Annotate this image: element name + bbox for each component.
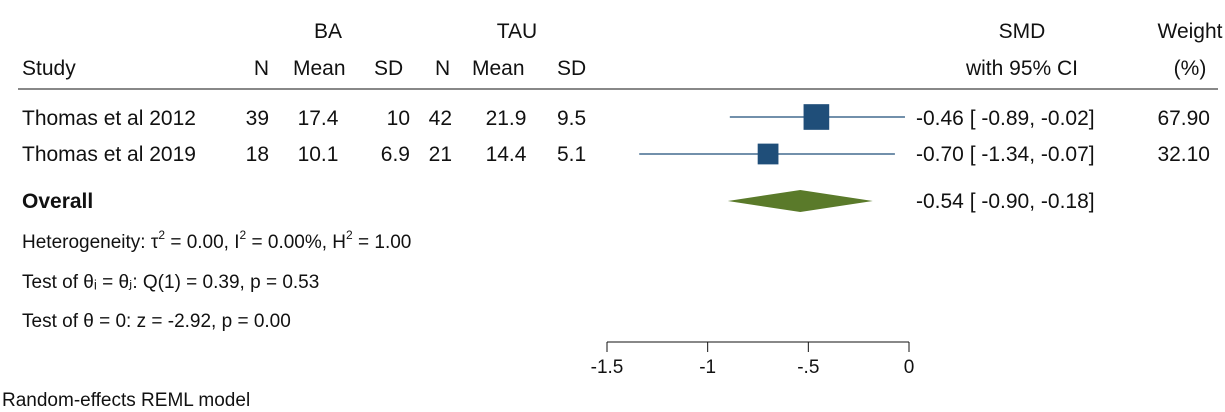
i-squared-sup: 2 bbox=[240, 228, 247, 242]
header-group-tau: TAU bbox=[497, 20, 537, 43]
model-note: Random-effects REML model bbox=[2, 390, 250, 411]
heterogeneity-i-rest: = 0.00%, H bbox=[246, 232, 346, 253]
header-sd-ba: SD bbox=[374, 57, 403, 80]
header-mean-ba: Mean bbox=[293, 57, 346, 80]
header-group-ba: BA bbox=[314, 20, 342, 43]
header-sd-tau: SD bbox=[557, 57, 586, 80]
header-n-ba: N bbox=[254, 57, 269, 80]
study-sd-ba-2: 6.9 bbox=[381, 143, 410, 166]
study-weight-2: 32.10 bbox=[1157, 143, 1210, 166]
header-weight-unit: (%) bbox=[1174, 57, 1207, 80]
study-ci-text-1: -0.46 [ -0.89, -0.02] bbox=[916, 107, 1095, 130]
x-tick-label-3: -.5 bbox=[797, 357, 819, 378]
x-tick-label-2: -1 bbox=[699, 357, 716, 378]
study-name-1: Thomas et al 2012 bbox=[22, 107, 196, 130]
header-study: Study bbox=[22, 57, 76, 80]
tau-squared-sup: 2 bbox=[158, 228, 165, 242]
study-mean-tau-1: 21.9 bbox=[486, 107, 527, 130]
study-mean-ba-1: 17.4 bbox=[298, 107, 339, 130]
study-ci-text-2: -0.70 [ -1.34, -0.07] bbox=[916, 143, 1095, 166]
overall-diamond bbox=[727, 190, 873, 212]
test-effect: Test of θ = 0: z = -2.92, p = 0.00 bbox=[22, 311, 291, 332]
study-sd-ba-1: 10 bbox=[387, 107, 410, 130]
study-mean-tau-2: 14.4 bbox=[486, 143, 527, 166]
overall-label: Overall bbox=[22, 190, 93, 213]
header-weight: Weight bbox=[1158, 20, 1223, 43]
header-smd: SMD bbox=[999, 20, 1046, 43]
study-sd-tau-1: 9.5 bbox=[557, 107, 586, 130]
study-n-tau-1: 42 bbox=[429, 107, 452, 130]
study-weight-1: 67.90 bbox=[1157, 107, 1210, 130]
study-marker-1 bbox=[803, 104, 830, 130]
forest-marks bbox=[639, 104, 905, 212]
heterogeneity-tau-rest: = 0.00, I bbox=[165, 232, 239, 253]
overall-ci-text: -0.54 [ -0.90, -0.18] bbox=[916, 190, 1095, 213]
study-n-ba-1: 39 bbox=[246, 107, 269, 130]
x-tick-label-4: 0 bbox=[904, 357, 915, 378]
heterogeneity-h-rest: = 1.00 bbox=[353, 232, 412, 253]
study-name-2: Thomas et al 2019 bbox=[22, 143, 196, 166]
h-squared-sup: 2 bbox=[346, 228, 353, 242]
x-tick-label-1: -1.5 bbox=[591, 357, 624, 378]
header-n-tau: N bbox=[435, 57, 450, 80]
test-homogeneity: Test of θᵢ = θⱼ: Q(1) = 0.39, p = 0.53 bbox=[22, 272, 319, 293]
heterogeneity-prefix: Heterogeneity: τ bbox=[22, 232, 159, 253]
header-smd-ci: with 95% CI bbox=[965, 57, 1078, 80]
study-mean-ba-2: 10.1 bbox=[298, 143, 339, 166]
x-axis: -1.5 -1 -.5 0 bbox=[591, 341, 915, 378]
study-n-tau-2: 21 bbox=[429, 143, 452, 166]
header-mean-tau: Mean bbox=[472, 57, 525, 80]
study-n-ba-2: 18 bbox=[246, 143, 269, 166]
heterogeneity-stats: Heterogeneity: τ2 = 0.00, I2 = 0.00%, H2… bbox=[22, 228, 411, 253]
study-sd-tau-2: 5.1 bbox=[557, 143, 586, 166]
study-marker-2 bbox=[757, 143, 779, 165]
